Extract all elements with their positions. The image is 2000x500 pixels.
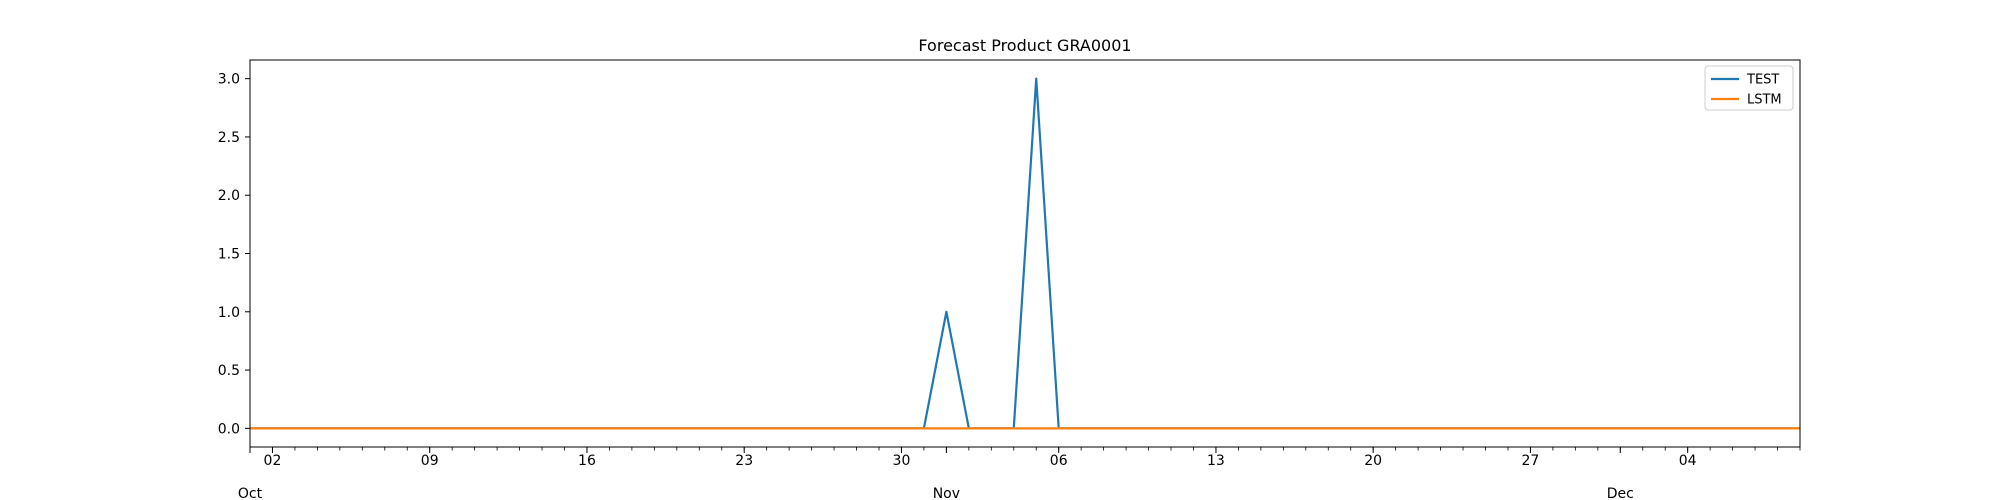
x-tick-label: 16	[578, 453, 596, 469]
y-tick-label: 1.0	[218, 305, 240, 321]
x-tick-label: 06	[1050, 453, 1068, 469]
month-label: Dec	[1607, 486, 1634, 500]
x-tick-label: 30	[893, 453, 911, 469]
x-tick-label: 09	[421, 453, 439, 469]
x-tick-label: 20	[1364, 453, 1382, 469]
x-tick-label: 23	[735, 453, 753, 469]
y-tick-label: 1.5	[218, 247, 240, 263]
axes: 0.0 0.5 1.0 1.5 2.0 2.5 3.0 02 09 16 23 30 06 13 20 27 0…	[218, 72, 1801, 500]
series-line-test	[250, 77, 1800, 430]
chart-title: Forecast Product GRA0001	[918, 36, 1131, 55]
y-tick-label: 0.5	[218, 363, 240, 379]
legend-label-test: TEST	[1746, 73, 1779, 88]
y-tick-label: 0.0	[218, 421, 240, 437]
x-tick-label: 27	[1522, 453, 1540, 469]
x-tick-label: 02	[264, 453, 282, 469]
y-tick-label: 3.0	[218, 72, 240, 88]
month-label: Nov	[933, 486, 960, 500]
legend-label-lstm: LSTM	[1747, 93, 1782, 108]
legend: TEST LSTM	[1704, 65, 1794, 111]
y-tick-label: 2.5	[218, 130, 240, 146]
x-tick-label: 13	[1207, 453, 1225, 469]
month-label: Oct	[238, 486, 263, 500]
y-tick-label: 2.0	[218, 188, 240, 204]
x-tick-label: 04	[1679, 453, 1697, 469]
plot-area	[250, 77, 1800, 430]
